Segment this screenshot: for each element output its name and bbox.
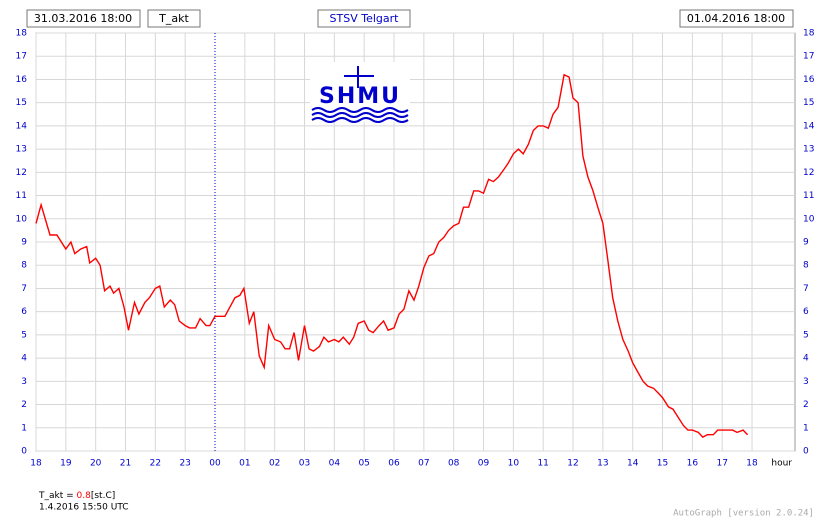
x-tick-label: 09 [478,459,490,469]
x-tick-label: 22 [150,459,161,469]
y2-tick-label: 7 [803,284,809,294]
y2-tick-label: 6 [803,307,809,317]
end-box [679,9,794,28]
y-tick-label: 2 [21,400,27,410]
y2-tick-label: 11 [803,191,814,201]
x-axis-label: hour [771,459,792,469]
y2-tick-label: 13 [803,145,814,155]
y2-tick-label: 10 [803,214,815,224]
y2-tick-label: 0 [803,447,809,457]
x-tick-label: 18 [746,459,758,469]
y2-tick-label: 4 [803,354,809,364]
footer: AutoGraph [version 2.0.24] [673,509,814,519]
logo: SHMU [310,62,410,123]
x-tick-label: 18 [30,459,42,469]
y2-tick-label: 3 [803,377,809,387]
x-tick-label: 17 [716,459,727,469]
x-tick-label: 21 [120,459,131,469]
y2-tick-label: 2 [803,400,809,410]
x-tick-label: 12 [567,459,578,469]
y-tick-label: 3 [21,377,27,387]
y2-tick-label: 15 [803,98,814,108]
y-tick-label: 1 [21,423,27,433]
x-tick-label: 10 [508,459,520,469]
y2-tick-label: 12 [803,168,814,178]
x-tick-label: 20 [90,459,102,469]
x-tick-label: 04 [329,459,341,469]
y-tick-label: 17 [16,52,27,62]
logo-waves [311,107,409,123]
station-box [317,9,411,28]
x-tick-label: 08 [448,459,460,469]
y-tick-label: 11 [16,191,27,201]
x-tick-label: 11 [537,459,548,469]
logo-text: SHMU [319,84,401,109]
current-name: T_akt = [38,491,74,501]
y-tick-label: 15 [16,98,27,108]
x-tick-label: 19 [60,459,72,469]
start-label: 31.03.2016 18:00 [34,12,132,25]
y-tick-label: 10 [16,214,28,224]
y-tick-label: 13 [16,145,27,155]
x-tick-label: 06 [388,459,400,469]
x-tick-label: 07 [418,459,429,469]
station-label: STSV Telgart [330,12,400,25]
current-time: 1.4.2016 15:50 UTC [39,503,129,513]
y-tick-label: 0 [21,447,27,457]
y2-tick-label: 5 [803,330,809,340]
x-tick-label: 00 [209,459,221,469]
y2-tick-label: 17 [803,52,814,62]
line [35,73,749,438]
x-tick-label: 05 [358,459,369,469]
current-unit: [st.C] [91,491,115,501]
x-tick-label: 23 [179,459,190,469]
y2-tick-label: 9 [803,238,809,248]
start-box [26,9,141,28]
y2-tick-label: 18 [803,29,815,39]
y-tick-label: 9 [21,238,27,248]
y-tick-label: 8 [21,261,27,271]
x-tick-label: 13 [597,459,608,469]
x-tick-label: 16 [687,459,699,469]
y-tick-label: 12 [16,168,27,178]
x-tick-label: 14 [627,459,639,469]
x-tick-label: 01 [239,459,250,469]
y2-tick-label: 14 [803,121,815,131]
y2-tick-label: 1 [803,423,809,433]
y2-tick-label: 8 [803,261,809,271]
y-tick-label: 4 [21,354,27,364]
x-tick-label: 15 [657,459,668,469]
y2-tick-label: 16 [803,75,815,85]
y-tick-label: 6 [21,307,27,317]
variable-label: T_akt [158,12,189,25]
y-tick-label: 14 [16,121,28,131]
y-tick-label: 18 [16,29,28,39]
current-label: T_akt = 0.8[st.C] [38,491,115,501]
x-tick-label: 03 [299,459,310,469]
y-tick-label: 16 [16,75,28,85]
current-value: 0.8 [77,491,92,501]
y-tick-label: 7 [21,284,27,294]
end-label: 01.04.2016 18:00 [687,12,785,25]
y-tick-label: 5 [21,330,27,340]
variable-box [147,9,201,28]
x-tick-label: 02 [269,459,280,469]
